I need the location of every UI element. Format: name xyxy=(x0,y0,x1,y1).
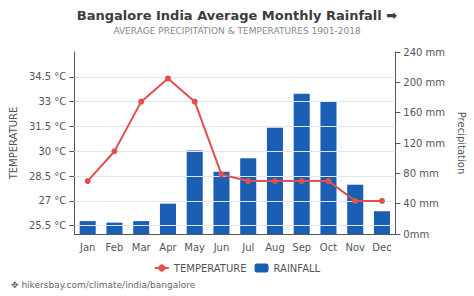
svg-text:34.5 °C: 34.5 °C xyxy=(29,71,66,82)
svg-text:33 °C: 33 °C xyxy=(38,96,66,107)
svg-text:0mm: 0mm xyxy=(403,229,429,240)
svg-text:200 mm: 200 mm xyxy=(403,77,445,88)
svg-text:RAINFALL: RAINFALL xyxy=(274,263,321,274)
svg-text:Jun: Jun xyxy=(213,242,230,253)
svg-text:31.5 °C: 31.5 °C xyxy=(29,121,66,132)
svg-text:Dec: Dec xyxy=(372,242,391,253)
svg-text:Sep: Sep xyxy=(292,242,311,253)
svg-text:Feb: Feb xyxy=(106,242,124,253)
svg-text:80 mm: 80 mm xyxy=(403,168,438,179)
svg-text:Aug: Aug xyxy=(265,242,285,253)
svg-text:✥ hikersbay.com/climate/india/: ✥ hikersbay.com/climate/india/bangalore xyxy=(11,280,196,290)
svg-text:TEMPERATURE: TEMPERATURE xyxy=(173,263,247,274)
svg-text:Jul: Jul xyxy=(241,242,254,253)
svg-text:AVERAGE PRECIPITATION & TEMPER: AVERAGE PRECIPITATION & TEMPERATURES 190… xyxy=(113,26,361,36)
svg-text:Nov: Nov xyxy=(345,242,365,253)
svg-text:Oct: Oct xyxy=(320,242,337,253)
svg-text:120 mm: 120 mm xyxy=(403,138,445,149)
svg-text:May: May xyxy=(184,242,205,253)
svg-text:Bangalore India Average Monthl: Bangalore India Average Monthly Rainfall… xyxy=(77,8,397,23)
svg-text:Apr: Apr xyxy=(159,242,177,253)
svg-text:25.5 °C: 25.5 °C xyxy=(29,220,66,231)
svg-text:Jan: Jan xyxy=(79,242,95,253)
svg-text:30 °C: 30 °C xyxy=(38,146,66,157)
svg-text:240 mm: 240 mm xyxy=(403,47,445,58)
svg-text:40 mm: 40 mm xyxy=(403,198,438,209)
svg-text:27 °C: 27 °C xyxy=(38,195,66,206)
svg-text:Mar: Mar xyxy=(132,242,152,253)
svg-text:Precipitation: Precipitation xyxy=(456,112,467,175)
svg-text:160 mm: 160 mm xyxy=(403,107,445,118)
svg-text:TEMPERATURE: TEMPERATURE xyxy=(8,107,19,181)
svg-text:28.5 °C: 28.5 °C xyxy=(29,171,66,182)
